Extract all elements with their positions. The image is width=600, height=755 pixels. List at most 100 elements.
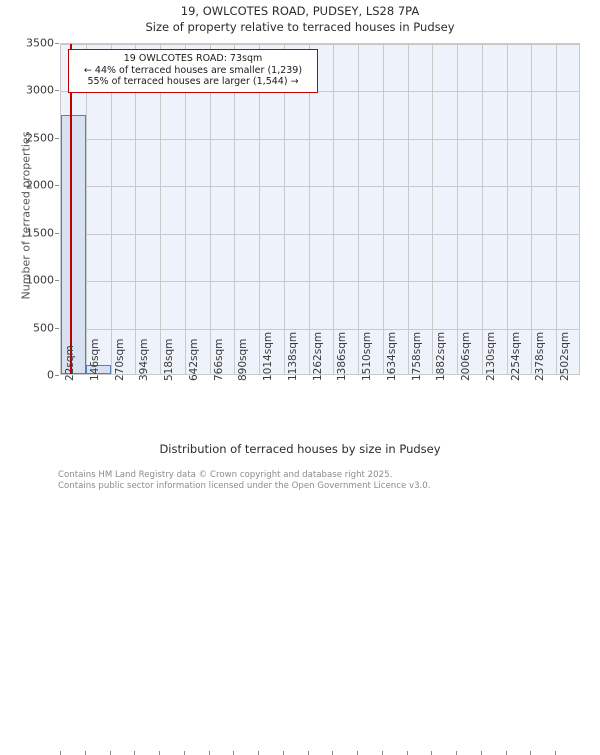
x-tick-mark [555,751,557,755]
y-tick-mark [55,185,59,187]
x-tick-label: 2006sqm [460,331,473,381]
property-marker-line [70,44,73,374]
y-axis-title: Number of terraced properties [19,131,33,300]
gridline-x [135,44,137,374]
y-tick-mark [55,43,59,44]
x-tick-mark [84,751,86,755]
x-tick-label: 518sqm [163,338,176,381]
x-tick-label: 146sqm [88,338,101,381]
x-tick-mark [159,751,161,755]
histogram-bar [61,115,86,374]
x-tick-mark [456,751,458,755]
plot-area: 19 OWLCOTES ROAD: 73sqm ← 44% of terrace… [60,43,580,375]
gridline-x [556,44,558,374]
x-tick-label: 890sqm [237,338,250,381]
footer-line-2: Contains public sector information licen… [58,480,431,491]
gridline-x [85,44,87,374]
x-tick-mark [480,751,482,755]
annotation-line-2: ← 44% of terraced houses are smaller (1,… [83,64,303,76]
y-tick-mark [55,90,59,92]
gridline-y [61,328,579,330]
gridline-x [333,44,335,374]
footer-line-1: Contains HM Land Registry data © Crown c… [58,470,393,480]
gridline-x [457,44,459,374]
x-tick-label: 22sqm [64,345,76,381]
x-tick-mark [134,751,136,755]
y-tick-mark [55,375,59,376]
y-tick-mark [55,232,59,234]
gridline-x [481,44,483,374]
x-tick-mark [357,751,359,755]
page-title: 19, OWLCOTES ROAD, PUDSEY, LS28 7PA [180,4,420,18]
x-tick-mark [431,751,433,755]
x-tick-mark [208,751,210,755]
annotation-line-3: 55% of terraced houses are larger (1,544… [87,76,299,87]
y-tick-label: 2500 [26,131,54,145]
x-tick-mark [233,751,235,755]
x-tick-label: 1634sqm [385,331,398,381]
gridline-x [283,44,285,374]
chart-subtitle: Size of property relative to terraced ho… [145,20,455,34]
x-tick-label: 394sqm [138,338,151,381]
gridline-x [209,44,211,374]
y-tick-mark [55,280,59,282]
gridline-y [61,44,579,45]
gridline-x [358,44,360,374]
gridline-y [61,186,579,188]
attribution-footer: Contains HM Land Registry data © Crown c… [58,470,598,491]
y-axis: 0 500 1000 1500 2000 2500 3000 3500 Number of t… [0,0,60,500]
x-tick-label: 1014sqm [262,331,275,381]
gridline-y [61,281,579,283]
gridline-x [308,44,310,374]
y-tick-label: 500 [33,321,54,335]
y-tick-mark [55,327,59,329]
y-tick-label: 1500 [26,226,54,240]
gridline-x [110,44,112,374]
x-tick-label: 1262sqm [311,331,324,381]
chart-title-block: 19, OWLCOTES ROAD, PUDSEY, LS28 7PA Size… [0,4,600,35]
gridline-x [506,44,508,374]
x-tick-mark [60,751,61,755]
gridline-y [61,233,579,235]
gridline-x [432,44,434,374]
x-tick-label: 1758sqm [410,331,423,381]
y-tick-label: 3500 [26,36,54,50]
y-tick-mark [55,137,59,139]
x-tick-mark [332,751,334,755]
x-tick-mark [381,751,383,755]
x-tick-mark [530,751,532,755]
y-tick-label: 0 [47,368,54,382]
x-tick-label: 1138sqm [286,331,299,381]
x-tick-label: 2130sqm [484,331,497,381]
x-tick-label: 1882sqm [435,331,448,381]
gridline-x [184,44,186,374]
x-tick-mark [258,751,260,755]
x-tick-label: 1510sqm [361,331,374,381]
x-tick-label: 766sqm [212,338,225,381]
x-tick-label: 270sqm [113,338,126,381]
y-tick-label: 1000 [26,273,54,287]
x-tick-mark [109,751,111,755]
gridline-x [234,44,236,374]
gridline-x [259,44,261,374]
x-tick-label: 2378sqm [534,331,547,381]
property-annotation-box: 19 OWLCOTES ROAD: 73sqm ← 44% of terrace… [68,49,318,93]
gridline-x [531,44,533,374]
annotation-line-1: 19 OWLCOTES ROAD: 73sqm [123,53,263,64]
x-tick-label: 2502sqm [559,331,572,381]
gridline-x [407,44,409,374]
y-tick-label: 3000 [26,83,54,97]
x-tick-label: 2254sqm [509,331,522,381]
x-axis-title: Distribution of terraced houses by size … [159,442,441,456]
y-tick-label: 2000 [26,178,54,192]
x-tick-mark [307,751,309,755]
x-tick-mark [505,751,507,755]
x-tick-label: 1386sqm [336,331,349,381]
x-tick-label: 642sqm [187,338,200,381]
gridline-x [160,44,162,374]
gridline-x [382,44,384,374]
x-tick-mark [406,751,408,755]
x-tick-mark [282,751,284,755]
gridline-y [61,91,579,93]
